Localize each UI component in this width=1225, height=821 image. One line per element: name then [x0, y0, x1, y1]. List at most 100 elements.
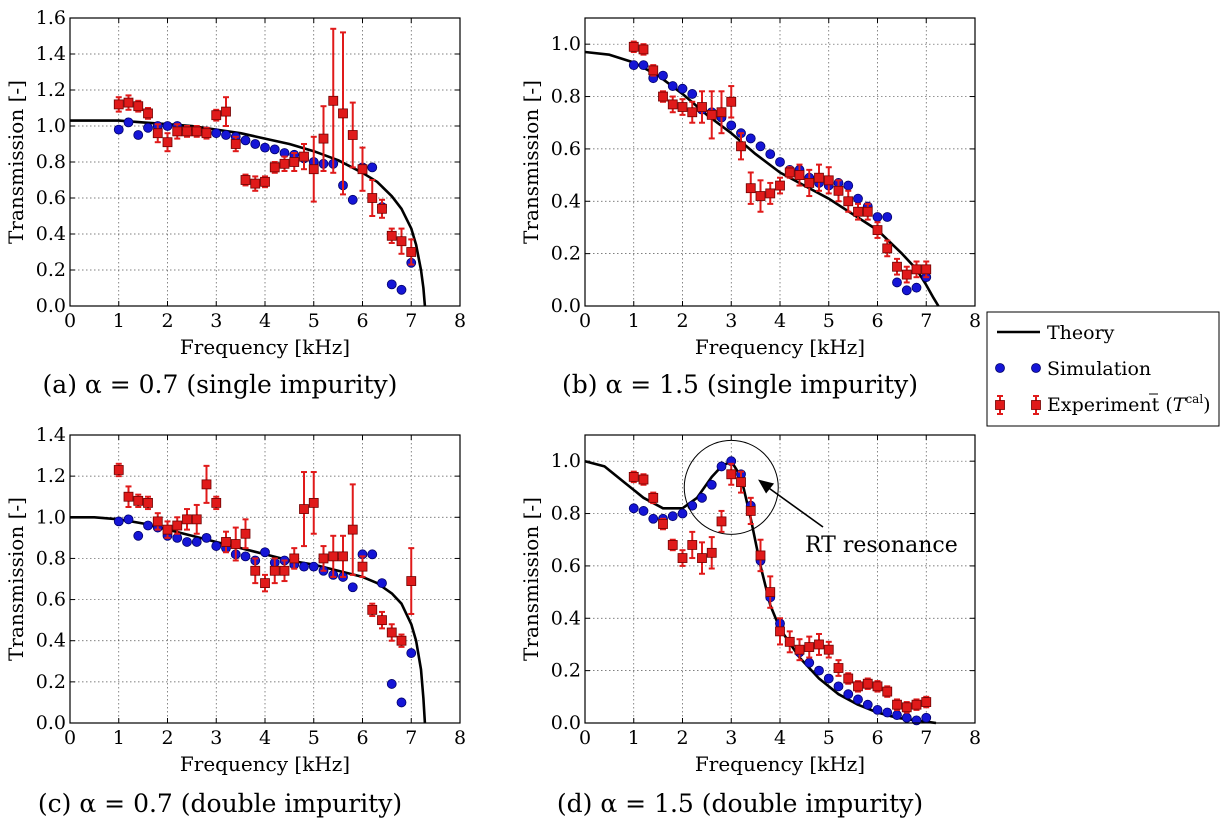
simulation-point — [911, 282, 922, 293]
y-tick-label: 0.6 — [36, 187, 66, 209]
y-tick-label: 0.6 — [551, 138, 581, 160]
legend-experiment-paren: ( — [1159, 394, 1172, 416]
y-tick-label: 0.4 — [551, 607, 581, 629]
x-tick-label: 0 — [64, 310, 76, 332]
simulation-point — [308, 561, 319, 572]
experiment-point — [911, 699, 922, 710]
experiment-point — [152, 516, 163, 527]
chart-panel-c: 0 1 2 3 4 5 6 7 8 0.0 0.2 0.4 0.6 0.8 1.0 1.2 1.4 Frequen… — [4, 424, 466, 818]
simulation-point — [269, 144, 280, 155]
experiment-point — [843, 673, 854, 684]
simulation-point — [901, 712, 912, 723]
simulation-point — [882, 707, 893, 718]
x-tick-label: 6 — [871, 727, 883, 749]
experiment-point — [211, 110, 222, 121]
experiment-point — [143, 108, 153, 119]
legend-experiment-text: Experiment — [1047, 394, 1160, 416]
simulation-point — [843, 180, 854, 191]
experiment-point — [152, 128, 163, 139]
simulation-point — [648, 513, 659, 524]
simulation-point — [872, 705, 883, 715]
annotation-label: RT resonance — [805, 533, 958, 558]
experiment-point — [911, 264, 922, 275]
legend-experiment-marker — [995, 395, 1041, 415]
x-tick-label: 3 — [210, 727, 222, 749]
y-tick-label: 0.4 — [551, 190, 581, 212]
plot-frame — [69, 17, 461, 307]
simulation-point — [113, 124, 124, 135]
x-tick-label: 2 — [161, 727, 173, 749]
legend-simulation-label: Simulation — [1047, 358, 1151, 380]
x-tick-label: 7 — [405, 727, 417, 749]
experiment-point — [638, 474, 649, 485]
x-tick-label: 7 — [920, 727, 932, 749]
annotation-arrow — [767, 486, 824, 528]
simulation-point — [240, 551, 251, 562]
simulation-point — [765, 149, 776, 160]
experiment-point — [638, 44, 649, 55]
legend-experiment-symbol: T — [1173, 394, 1187, 416]
simulation-point — [347, 582, 358, 593]
experiment-point — [347, 524, 358, 535]
experiment-point — [882, 243, 893, 254]
y-axis-label: Transmission [-] — [519, 80, 543, 244]
chart-panel-b: 0 1 2 3 4 5 6 7 8 0.0 0.2 0.4 0.6 0.8 1.0 Frequency [kH… — [519, 17, 981, 399]
x-axis-label: Frequency [kHz] — [180, 752, 350, 776]
y-tick-label: 0.6 — [36, 589, 66, 611]
simulation-point — [250, 139, 261, 149]
experiment-point — [318, 553, 329, 564]
experiment-point — [726, 96, 737, 107]
experiment-point — [736, 477, 746, 488]
y-tick-label: 0.4 — [36, 223, 66, 245]
chart-panel-d: 0 1 2 3 4 5 6 7 8 0.0 0.2 0.4 0.6 0.8 1.0 Frequency [kH… — [519, 434, 981, 818]
simulation-point — [638, 506, 649, 516]
x-tick-label: 5 — [823, 727, 835, 749]
y-tick-label: 0.0 — [551, 295, 581, 317]
experiment-point — [862, 206, 873, 217]
panel-caption: (c) α = 0.7 (double impurity) — [38, 789, 402, 818]
simulation-point — [406, 648, 417, 658]
x-tick-label: 6 — [356, 310, 368, 332]
experiment-point — [133, 101, 144, 112]
y-tick-label: 0.2 — [551, 660, 581, 682]
experiment-point — [765, 188, 776, 199]
experiment-point — [853, 206, 863, 217]
experiment-point — [677, 553, 688, 563]
theory-curve — [584, 459, 937, 725]
experiment-point — [308, 497, 319, 508]
experiment-point — [357, 164, 368, 175]
simulation-point — [638, 60, 649, 71]
y-tick-label: 1.2 — [36, 465, 66, 487]
experiment-point — [221, 537, 231, 547]
experiment-point — [250, 178, 261, 189]
experiment-point — [260, 176, 270, 187]
experiment-point — [260, 578, 270, 589]
experiment-point — [396, 635, 407, 646]
simulation-point — [775, 157, 785, 167]
experiment-point — [289, 157, 300, 167]
experiment-point — [113, 465, 124, 475]
panel-caption: (a) α = 0.7 (single impurity) — [43, 370, 398, 399]
simulation-point — [843, 689, 854, 700]
experiment-point — [794, 644, 805, 655]
experiment-point — [804, 178, 815, 188]
experiment-point — [367, 193, 378, 203]
simulation-point — [833, 681, 844, 692]
x-tick-label: 0 — [579, 310, 591, 332]
experiment-point — [386, 230, 397, 241]
experiment-point — [211, 497, 222, 508]
y-tick-label: 0.2 — [551, 243, 581, 265]
experiment-point — [628, 41, 639, 52]
plot-frame — [584, 17, 976, 307]
experiment-point — [338, 108, 348, 119]
experiment-point — [172, 520, 183, 531]
y-tick-label: 0.4 — [36, 630, 66, 652]
simulation-point — [260, 142, 270, 153]
panel-caption: (b) α = 1.5 (single impurity) — [562, 370, 918, 399]
experiment-point — [921, 264, 932, 275]
x-tick-label: 8 — [454, 310, 466, 332]
experiment-point — [814, 172, 824, 183]
experiment-point — [823, 644, 834, 655]
experiment-point — [658, 519, 668, 529]
y-tick-label: 1.0 — [36, 115, 66, 137]
